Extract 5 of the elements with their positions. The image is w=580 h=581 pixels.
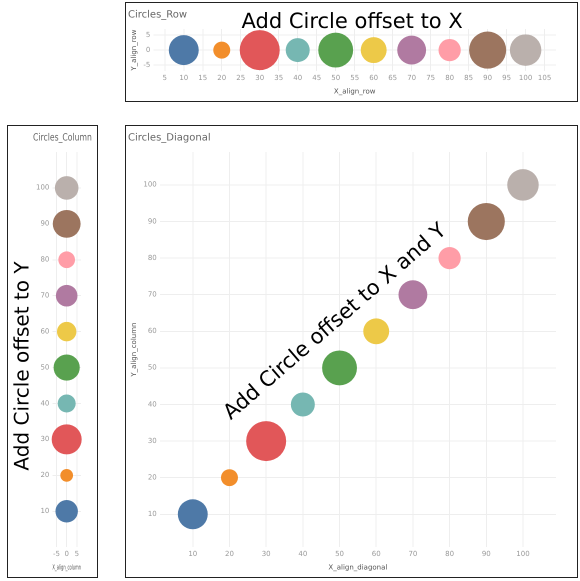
chart-title: Circles_Column	[33, 132, 92, 144]
annotation: Add Circle offset to X	[242, 9, 463, 33]
chart-title: Circles_Diagonal	[128, 132, 211, 144]
text: Add Circle offset to Y	[9, 261, 34, 471]
chart-title: Circles_Row	[128, 10, 188, 21]
